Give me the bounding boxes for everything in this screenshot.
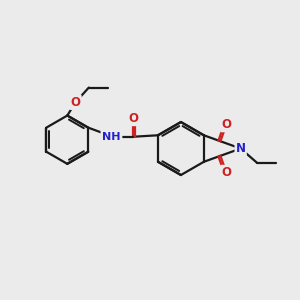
Text: O: O bbox=[70, 96, 80, 109]
Text: O: O bbox=[128, 112, 138, 125]
Text: O: O bbox=[221, 118, 231, 131]
Text: O: O bbox=[221, 166, 231, 179]
Text: NH: NH bbox=[102, 132, 121, 142]
Text: N: N bbox=[236, 142, 246, 155]
